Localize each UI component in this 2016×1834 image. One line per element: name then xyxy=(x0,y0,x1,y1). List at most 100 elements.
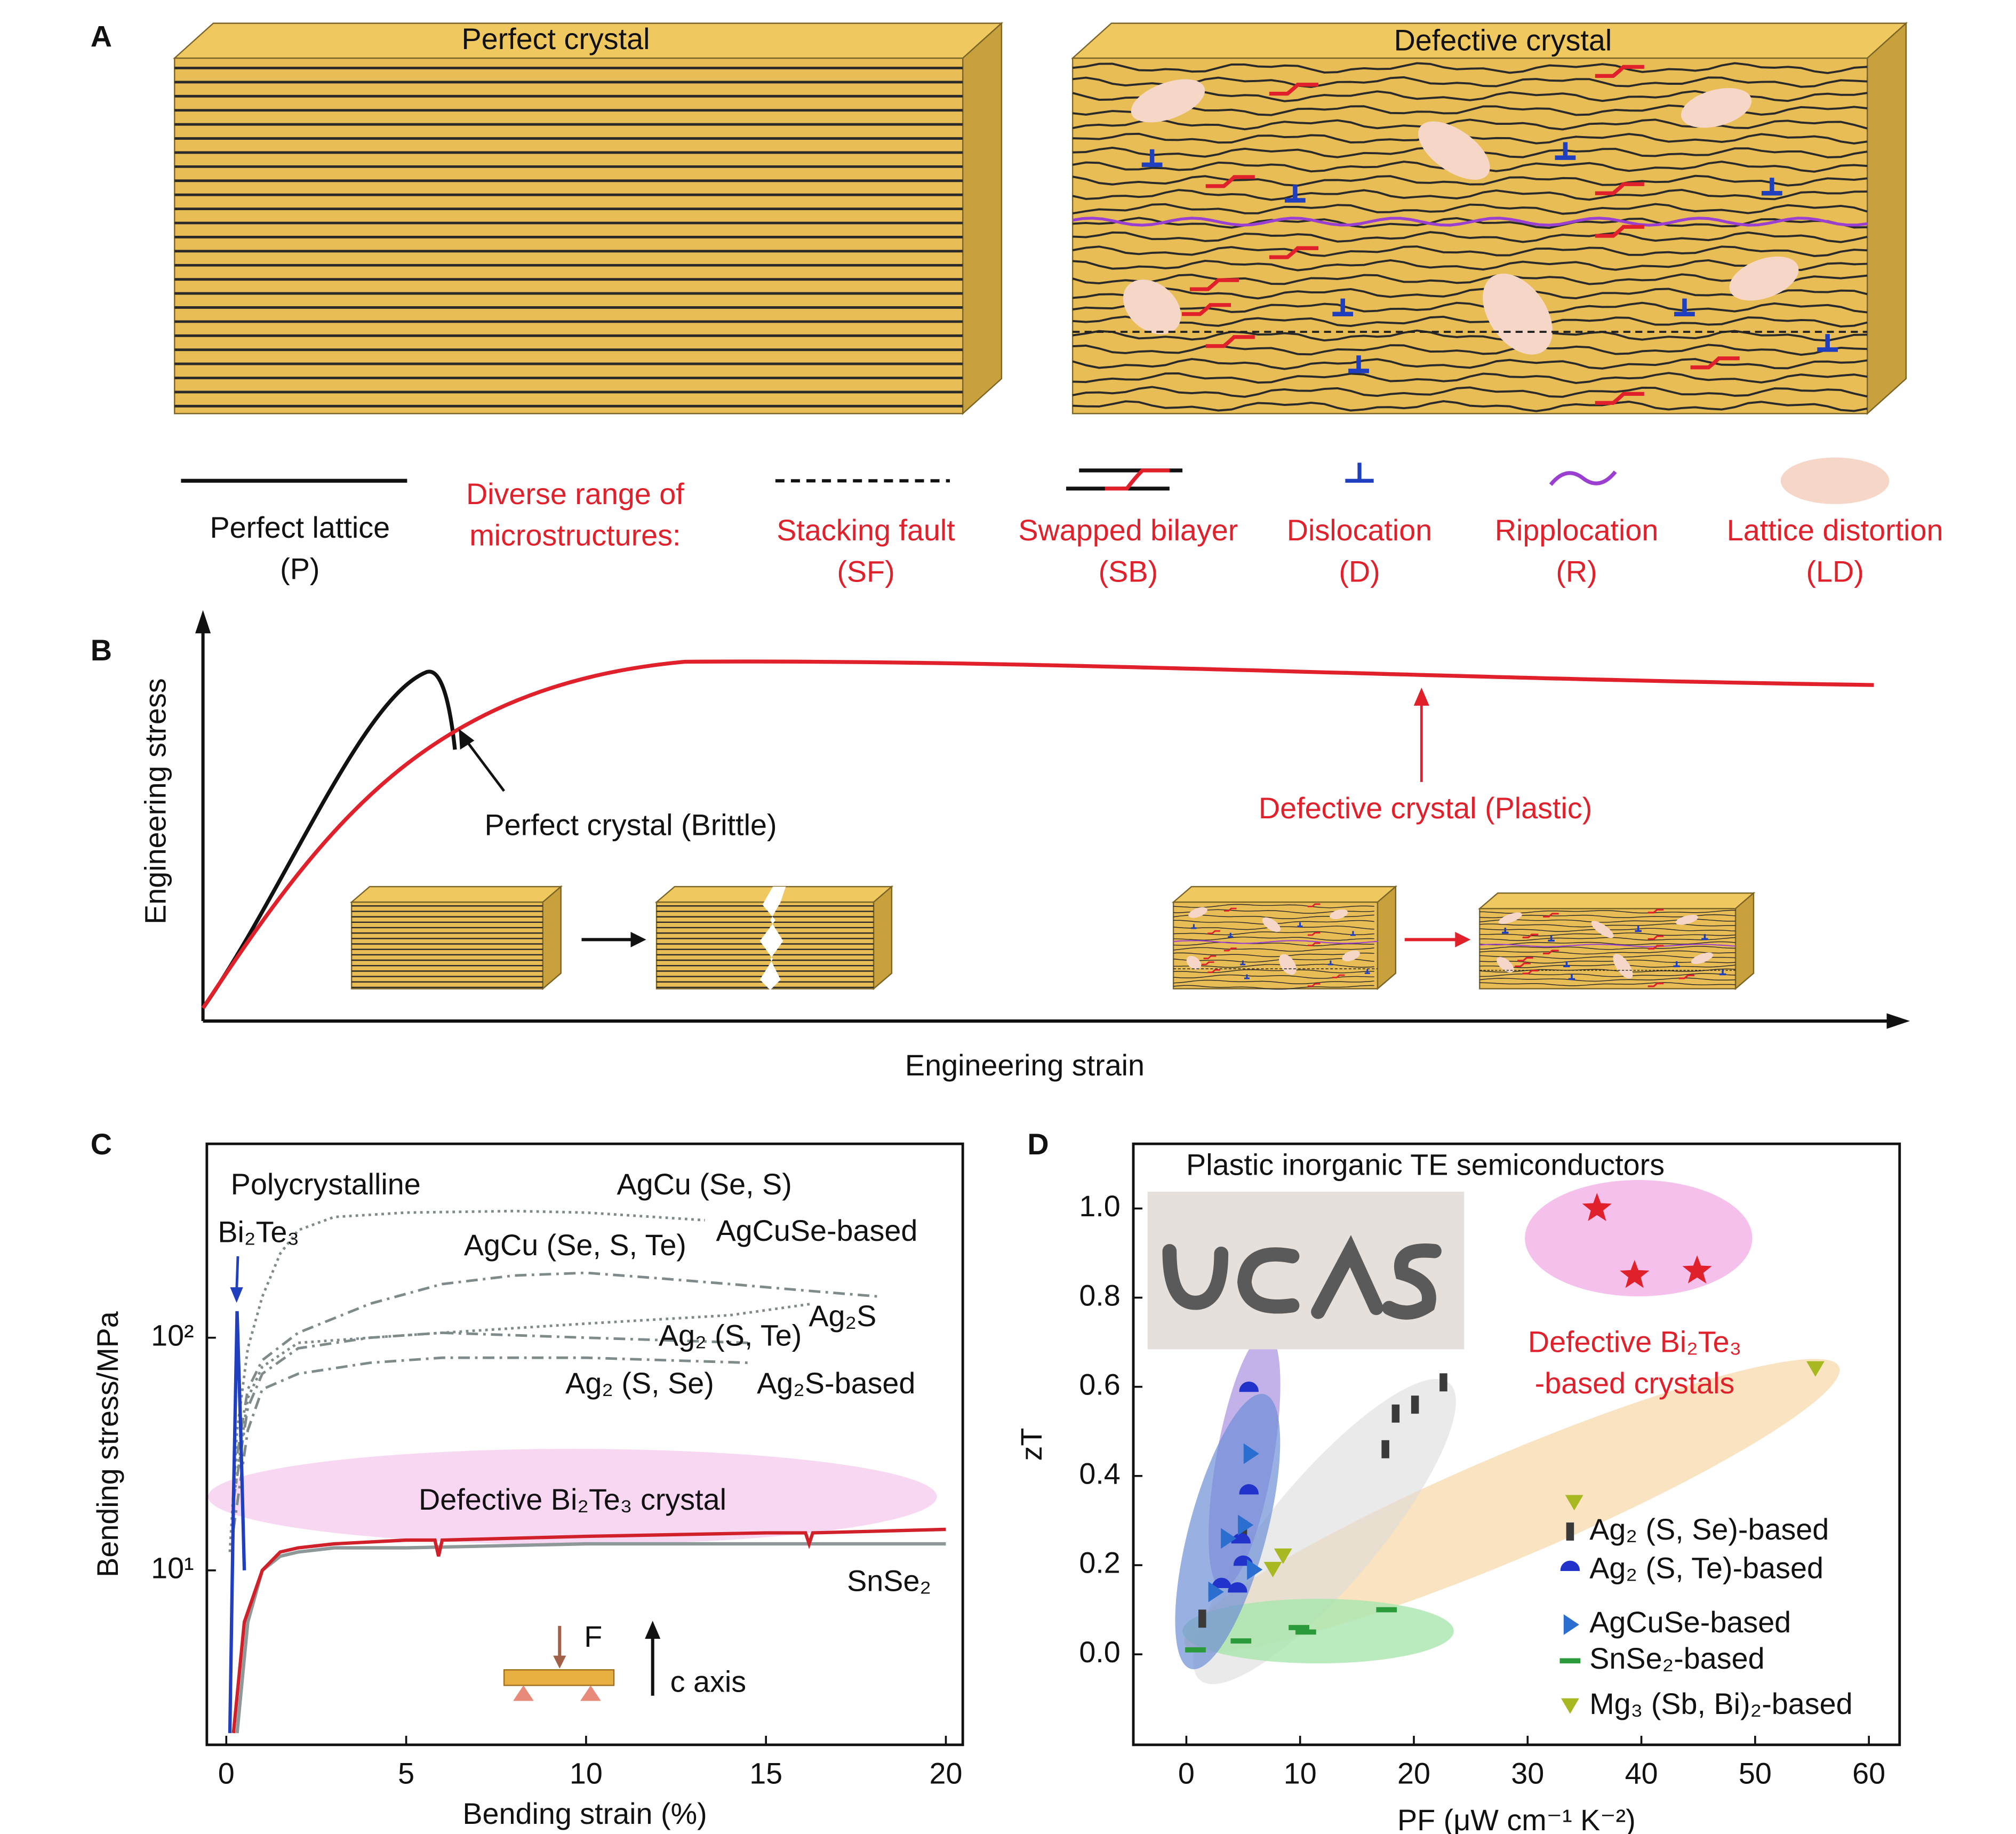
ripplocation xyxy=(1173,940,1378,944)
lattice-line xyxy=(1072,118,1868,131)
legend-text: Ripplocation xyxy=(1495,514,1659,547)
lattice-line xyxy=(1173,931,1374,936)
swapped-bilayer xyxy=(1201,961,1214,966)
lattice-distortion xyxy=(1279,954,1297,975)
lattice-line xyxy=(1073,372,1868,384)
curve xyxy=(201,669,457,1009)
dislocation xyxy=(1555,142,1576,160)
dislocation xyxy=(1817,334,1838,352)
annotation: AgCuSe-based xyxy=(716,1214,917,1247)
series-label: Defective Bi₂Te₃ crystal xyxy=(419,1483,726,1516)
lattice-line xyxy=(1072,76,1868,89)
x-axis-label: Bending strain (%) xyxy=(462,1797,707,1830)
series-line xyxy=(232,1331,748,1501)
dislocation xyxy=(1348,355,1369,373)
plot-frame xyxy=(205,1142,964,1747)
x-tick-label: 0 xyxy=(1178,1757,1195,1790)
annotation: Perfect crystal (Brittle) xyxy=(485,808,777,841)
swapped-bilayer xyxy=(1678,974,1694,979)
dislocation xyxy=(1701,934,1708,940)
panel-label: D xyxy=(1027,1128,1049,1161)
curve xyxy=(201,659,1874,1009)
panel-label: A xyxy=(91,20,112,53)
swapped-bilayer xyxy=(1181,303,1231,316)
dislocation xyxy=(1673,961,1680,968)
swapped-bilayer xyxy=(1522,969,1539,975)
plot-frame xyxy=(1132,1142,1901,1747)
inset xyxy=(503,1621,661,1701)
annotation: Defective crystal (Plastic) xyxy=(1259,792,1592,825)
dislocation xyxy=(1244,974,1250,979)
x-tick-label: 20 xyxy=(930,1757,963,1790)
lattice-line xyxy=(1073,259,1868,272)
point xyxy=(1682,1255,1712,1283)
point xyxy=(1239,1484,1259,1495)
crystal-side xyxy=(873,885,893,991)
series-line xyxy=(231,1527,946,1734)
swapped-bilayer xyxy=(1307,932,1321,936)
lattice-line xyxy=(1173,979,1374,984)
dislocation xyxy=(1502,927,1509,934)
lattice-line xyxy=(1479,982,1736,986)
lattice-distortion xyxy=(1691,952,1714,964)
highlight xyxy=(208,1448,937,1545)
lattice-distortion xyxy=(1262,917,1281,932)
lattice-line xyxy=(1073,344,1868,356)
y-axis-label: Bending stress/MPa xyxy=(91,1311,124,1577)
swapped-bilayer xyxy=(1205,335,1255,348)
dislocation xyxy=(1674,298,1695,316)
point xyxy=(1582,1193,1612,1221)
dislocation xyxy=(1284,185,1306,203)
crystal-front xyxy=(1071,57,1868,414)
legend-text: (LD) xyxy=(1806,555,1863,588)
x-tick-label: 15 xyxy=(749,1757,782,1790)
swapped-bilayer xyxy=(1307,903,1321,907)
dislocation xyxy=(1228,932,1234,938)
ripplocation xyxy=(1479,944,1736,947)
lattice-distortion xyxy=(1483,273,1553,355)
legend-text: (R) xyxy=(1556,555,1597,588)
panel-label: C xyxy=(91,1128,112,1161)
x-tick-label: 60 xyxy=(1852,1757,1885,1790)
lattice-line xyxy=(1479,910,1736,914)
dislocation xyxy=(1350,931,1356,936)
swapped-bilayer xyxy=(1223,907,1237,912)
series-label: Ag₂ (S, Se) xyxy=(565,1367,714,1400)
series-label: AgCu (Se, S, Te) xyxy=(464,1229,686,1262)
dislocation xyxy=(1141,149,1163,168)
lattice-distortion xyxy=(1188,907,1207,918)
point xyxy=(1221,1528,1237,1549)
legend-text: Perfect lattice xyxy=(210,511,390,544)
lattice-line xyxy=(1173,952,1374,958)
lattice-line xyxy=(1173,904,1374,908)
lattice-line xyxy=(1073,217,1868,229)
point xyxy=(1239,1381,1259,1392)
lattice-distortion xyxy=(1498,912,1523,924)
lattice-line xyxy=(1072,188,1868,201)
lattice-line xyxy=(1073,315,1868,328)
lattice-line xyxy=(1479,973,1736,977)
plot xyxy=(1185,1193,1825,1653)
crack xyxy=(759,887,786,990)
arrow xyxy=(464,738,506,792)
y-tick-label: 0.2 xyxy=(1079,1546,1120,1580)
point xyxy=(1263,1561,1282,1577)
swapped-bilayer xyxy=(1269,83,1318,96)
lattice-line xyxy=(1479,941,1736,946)
point xyxy=(1238,1514,1254,1536)
y-tick-label: 1.0 xyxy=(1079,1190,1120,1223)
dislocation xyxy=(1548,935,1555,942)
swapped-bilayer xyxy=(1307,942,1321,946)
x-tick-label: 10 xyxy=(1284,1757,1317,1790)
series-line xyxy=(232,1271,882,1478)
annotation: F xyxy=(584,1620,602,1653)
point xyxy=(1295,1629,1316,1635)
lattice-line xyxy=(1173,936,1374,941)
dislocation xyxy=(1240,960,1246,966)
dislocation xyxy=(1761,178,1782,196)
x-axis-label: Engineering strain xyxy=(905,1049,1145,1082)
swapped-bilayer xyxy=(1595,65,1644,78)
dislocation xyxy=(1364,969,1370,974)
point xyxy=(1289,1625,1309,1630)
point xyxy=(1806,1361,1825,1377)
